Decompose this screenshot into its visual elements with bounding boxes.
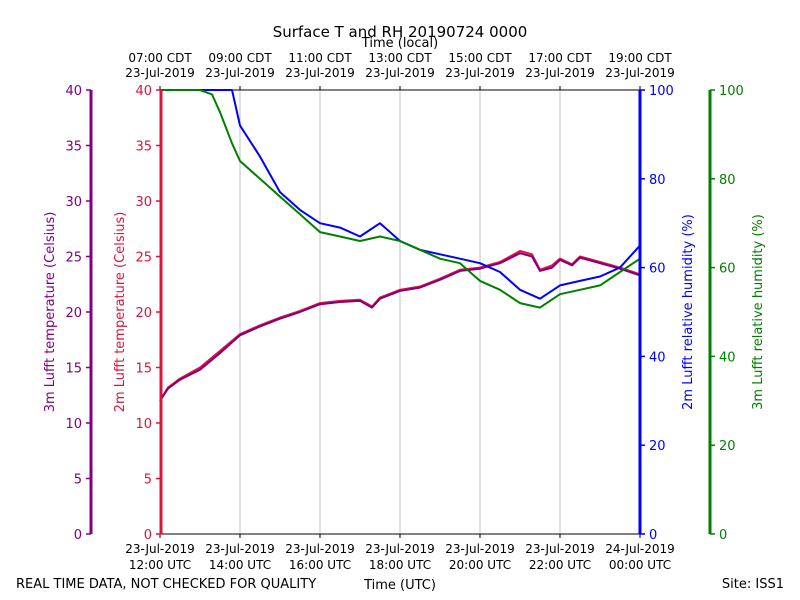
y-tick-label-t2m: 10 <box>135 417 152 432</box>
x-tick-label-bottom: 23-Jul-2019 <box>365 542 435 556</box>
y-tick-label-t3m: 25 <box>65 251 82 266</box>
x-tick-label-bottom: 12:00 UTC <box>129 558 191 572</box>
y-tick-label-t3m: 10 <box>65 417 82 432</box>
x-tick-label-bottom: 23-Jul-2019 <box>445 542 515 556</box>
y-tick-label-rh3m: 60 <box>719 262 736 277</box>
x-tick-label-bottom: 24-Jul-2019 <box>605 542 675 556</box>
x-tick-label-top: 23-Jul-2019 <box>205 66 275 80</box>
top-axis-label: Time (local) <box>361 36 438 51</box>
y-tick-label-t2m: 25 <box>135 251 152 266</box>
y-tick-label-t3m: 20 <box>65 306 82 321</box>
x-tick-label-top: 19:00 CDT <box>608 51 672 65</box>
footer-site: Site: ISS1 <box>722 577 784 592</box>
y-axis-label-t2m: 2m Lufft temperature (Celsius) <box>113 212 128 413</box>
y-tick-label-rh2m: 40 <box>649 350 666 365</box>
y-tick-label-t2m: 5 <box>144 473 152 488</box>
x-tick-label-top: 23-Jul-2019 <box>365 66 435 80</box>
x-tick-label-bottom: 23-Jul-2019 <box>285 542 355 556</box>
axes: 23-Jul-2019 12:00 UTC 23-Jul-2019 14:00 UTC… <box>43 51 766 572</box>
series-line-t3m <box>159 252 641 402</box>
x-tick-label-top: 07:00 CDT <box>128 51 192 65</box>
x-tick-label-bottom: 20:00 UTC <box>449 558 511 572</box>
x-tick-label-top: 23-Jul-2019 <box>125 66 195 80</box>
x-tick-label-bottom: 18:00 UTC <box>369 558 431 572</box>
y-tick-label-rh2m: 60 <box>649 262 666 277</box>
x-tick-label-top: 11:00 CDT <box>288 51 352 65</box>
y-tick-label-rh3m: 0 <box>719 528 727 543</box>
series-line-rh3m <box>160 89 641 309</box>
footer-quality-note: REAL TIME DATA, NOT CHECKED FOR QUALITY <box>16 577 316 592</box>
y-tick-label-rh2m: 0 <box>649 528 657 543</box>
y-tick-label-t3m: 15 <box>65 362 82 377</box>
x-tick-label-bottom: 23-Jul-2019 <box>525 542 595 556</box>
y-tick-label-t2m: 30 <box>135 195 152 210</box>
y-tick-label-rh3m: 20 <box>719 439 736 454</box>
y-tick-label-rh3m: 40 <box>719 350 736 365</box>
y-tick-label-t3m: 30 <box>65 195 82 210</box>
x-tick-label-bottom: 16:00 UTC <box>289 558 351 572</box>
y-tick-label-rh2m: 80 <box>649 173 666 188</box>
y-tick-label-t3m: 40 <box>65 84 82 99</box>
y-tick-label-rh2m: 100 <box>649 84 674 99</box>
y-axis-label-rh2m: 2m Lufft relative humidity (%) <box>681 214 696 410</box>
y-tick-label-rh3m: 100 <box>719 84 744 99</box>
x-tick-label-top: 23-Jul-2019 <box>445 66 515 80</box>
series-lines <box>159 89 641 402</box>
y-axis-label-t3m: 3m Lufft temperature (Celsius) <box>43 212 58 413</box>
x-tick-label-top: 23-Jul-2019 <box>525 66 595 80</box>
x-tick-label-top: 23-Jul-2019 <box>605 66 675 80</box>
x-tick-label-bottom: 23-Jul-2019 <box>205 542 275 556</box>
x-tick-label-bottom: 23-Jul-2019 <box>125 542 195 556</box>
y-tick-label-t2m: 0 <box>144 528 152 543</box>
y-tick-label-t2m: 20 <box>135 306 152 321</box>
bottom-axis-label: Time (UTC) <box>363 578 436 593</box>
x-tick-label-top: 23-Jul-2019 <box>285 66 355 80</box>
y-tick-label-t2m: 40 <box>135 84 152 99</box>
x-tick-label-top: 13:00 CDT <box>368 51 432 65</box>
y-tick-label-rh2m: 20 <box>649 439 666 454</box>
x-tick-label-top: 17:00 CDT <box>528 51 592 65</box>
y-tick-label-rh3m: 80 <box>719 173 736 188</box>
x-tick-label-bottom: 14:00 UTC <box>209 558 271 572</box>
y-tick-label-t3m: 0 <box>74 528 82 543</box>
y-tick-label-t2m: 15 <box>135 362 152 377</box>
y-tick-label-t3m: 5 <box>74 473 82 488</box>
x-tick-label-top: 09:00 CDT <box>208 51 272 65</box>
x-tick-label-top: 15:00 CDT <box>448 51 512 65</box>
x-tick-label-bottom: 00:00 UTC <box>609 558 671 572</box>
x-tick-label-bottom: 22:00 UTC <box>529 558 591 572</box>
chart-title: Surface T and RH 20190724 0000 <box>273 23 528 41</box>
y-tick-label-t3m: 35 <box>65 140 82 155</box>
y-axis-label-rh3m: 3m Lufft relative humidity (%) <box>751 214 766 410</box>
y-tick-label-t2m: 35 <box>135 140 152 155</box>
grid-lines <box>239 90 561 534</box>
